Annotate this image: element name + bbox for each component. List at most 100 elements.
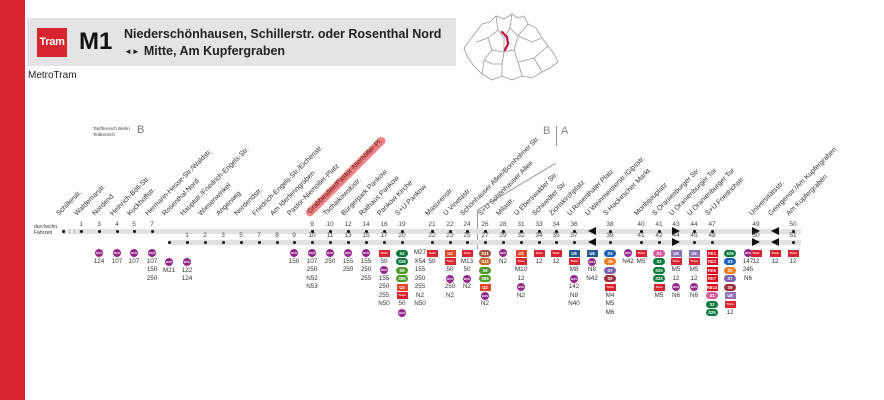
s-bahn-icon[interactable]: S26 [653, 275, 665, 283]
regional-train-icon[interactable]: RB14 [706, 283, 718, 291]
stop-dot[interactable] [639, 229, 643, 233]
s-bahn-icon[interactable]: S5 [604, 258, 616, 266]
bus-icon[interactable]: BUS [113, 249, 121, 258]
bus-icon[interactable]: BUS [130, 249, 138, 258]
s-bahn-icon[interactable]: S25 [706, 309, 718, 317]
bus-icon[interactable]: BUS [148, 249, 156, 258]
stop-dot[interactable] [132, 229, 136, 233]
stop-dot[interactable] [430, 229, 434, 233]
regional-train-icon[interactable]: RE2 [706, 258, 718, 266]
s-bahn-icon[interactable]: S9 [604, 275, 616, 283]
stop-dot[interactable] [537, 229, 541, 233]
bus-icon[interactable]: BUS [517, 283, 525, 292]
stop-dot[interactable] [167, 240, 171, 244]
stop-dot[interactable] [608, 240, 612, 244]
bus-icon[interactable]: BUS [344, 249, 352, 258]
tram-icon[interactable]: Tram [787, 249, 799, 257]
stop-dot[interactable] [501, 240, 505, 244]
u-bahn-icon[interactable]: U2 [479, 283, 491, 291]
tram-icon[interactable]: Tram [635, 249, 647, 257]
stop-dot[interactable] [257, 240, 261, 244]
tram-icon[interactable]: Tram [769, 249, 781, 257]
triangle-left-icon[interactable] [771, 227, 779, 235]
tram-icon[interactable]: Tram [426, 249, 438, 257]
s-bahn-icon[interactable]: S5 [724, 266, 736, 274]
u-bahn-icon[interactable]: U6 [724, 292, 736, 300]
bus-icon[interactable]: BUS [380, 266, 388, 275]
stop-dot[interactable] [692, 240, 696, 244]
bus-icon[interactable]: BUS [362, 249, 370, 258]
s-bahn-icon[interactable]: S2 [653, 258, 665, 266]
stop-dot[interactable] [483, 240, 487, 244]
s-bahn-icon[interactable]: S7 [604, 266, 616, 274]
s-bahn-icon[interactable]: S1 [706, 292, 718, 300]
s-bahn-icon[interactable]: S8 [479, 266, 491, 274]
tram-icon[interactable]: Tram [604, 283, 616, 291]
stop-dot[interactable] [115, 229, 119, 233]
stop-dot[interactable] [310, 229, 314, 233]
stop-dot[interactable] [275, 240, 279, 244]
stop-dot[interactable] [692, 229, 696, 233]
bus-icon[interactable]: BUS [308, 249, 316, 258]
stop-dot[interactable] [185, 240, 189, 244]
triangle-right-icon[interactable] [752, 227, 760, 235]
u-bahn-icon[interactable]: U2 [396, 283, 408, 291]
bus-icon[interactable]: BUS [499, 249, 507, 258]
stop-dot[interactable] [310, 240, 314, 244]
s-bahn-icon[interactable]: S26 [724, 249, 736, 257]
stop-dot[interactable] [400, 229, 404, 233]
s-bahn-icon[interactable]: S85 [396, 275, 408, 283]
stop-dot[interactable] [791, 229, 795, 233]
tram-icon[interactable]: Tram [568, 258, 580, 266]
tram-icon[interactable]: Tram [670, 258, 682, 266]
tram-icon[interactable]: Tram [378, 249, 390, 257]
s-bahn-icon[interactable]: S9 [724, 283, 736, 291]
stop-dot[interactable] [572, 240, 576, 244]
stop-dot[interactable] [79, 229, 83, 233]
bus-icon[interactable]: BUS [744, 249, 752, 258]
tram-icon[interactable]: Tram [724, 300, 736, 308]
stop-dot[interactable] [791, 240, 795, 244]
s-bahn-icon[interactable]: S41 [479, 249, 491, 257]
stop-dot[interactable] [572, 229, 576, 233]
triangle-right-icon[interactable] [672, 227, 680, 235]
stop-dot[interactable] [150, 229, 154, 233]
bus-icon[interactable]: BUS [398, 308, 406, 317]
stop-dot[interactable] [430, 240, 434, 244]
tram-icon[interactable]: Tram [396, 292, 408, 300]
u-bahn-icon[interactable]: U8 [586, 249, 598, 257]
stop-dot[interactable] [448, 229, 452, 233]
stop-dot[interactable] [465, 229, 469, 233]
stop-dot[interactable] [710, 240, 714, 244]
u-bahn-icon[interactable]: U8 [568, 249, 580, 257]
s-bahn-icon[interactable]: S2 [396, 249, 408, 257]
stop-dot[interactable] [608, 229, 612, 233]
bus-icon[interactable]: BUS [463, 274, 471, 283]
s-bahn-icon[interactable]: S85 [479, 275, 491, 283]
bus-icon[interactable]: BUS [95, 249, 103, 258]
bus-icon[interactable]: BUS [624, 249, 632, 258]
tram-icon[interactable]: Tram [461, 249, 473, 257]
u-bahn-icon[interactable]: U2 [444, 249, 456, 257]
bus-icon[interactable]: BUS [290, 249, 298, 258]
stop-dot[interactable] [483, 229, 487, 233]
s-bahn-icon[interactable]: S42 [479, 258, 491, 266]
stop-dot[interactable] [382, 240, 386, 244]
s-bahn-icon[interactable]: S7 [724, 275, 736, 283]
bus-icon[interactable]: BUS [481, 291, 489, 300]
s-bahn-icon[interactable]: S2 [706, 300, 718, 308]
stop-dot[interactable] [382, 229, 386, 233]
s-bahn-icon[interactable]: S26 [396, 258, 408, 266]
bus-icon[interactable]: BUS [183, 258, 191, 267]
stop-dot[interactable] [61, 229, 65, 233]
stop-dot[interactable] [554, 229, 558, 233]
s-bahn-icon[interactable]: S8 [396, 266, 408, 274]
s-bahn-icon[interactable]: S3 [604, 249, 616, 257]
bus-icon[interactable]: BUS [690, 283, 698, 292]
stop-dot[interactable] [364, 240, 368, 244]
tram-icon[interactable]: Tram [688, 258, 700, 266]
bus-icon[interactable]: BUS [446, 274, 454, 283]
stop-dot[interactable] [292, 240, 296, 244]
stop-dot[interactable] [501, 229, 505, 233]
triangle-left-icon[interactable] [771, 238, 779, 246]
